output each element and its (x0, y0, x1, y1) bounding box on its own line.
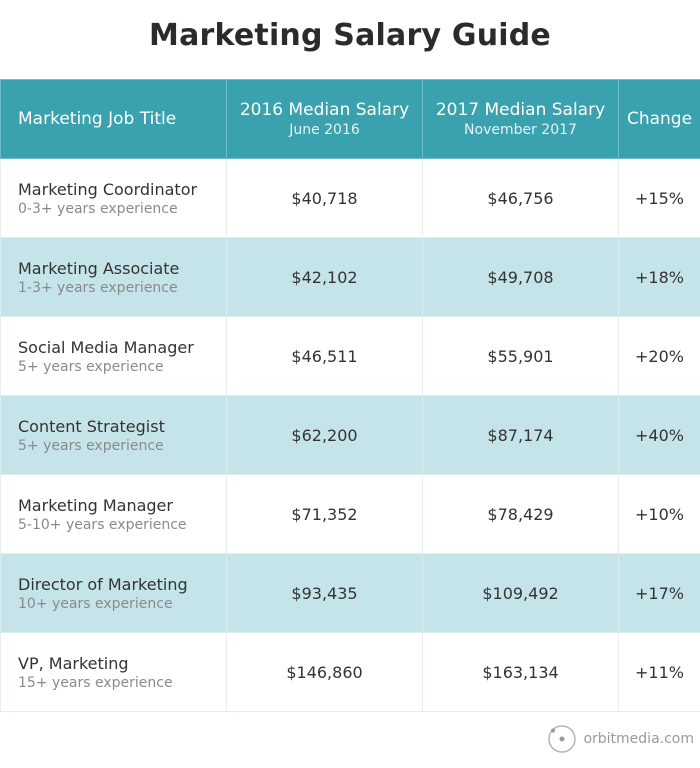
table-row: VP, Marketing 15+ years experience $146,86… (0, 632, 700, 712)
change-cell: +20% (618, 316, 700, 396)
salary-2016-cell: $146,860 (226, 632, 423, 712)
experience: 10+ years experience (18, 595, 173, 612)
page-title: Marketing Salary Guide (149, 18, 551, 53)
job-title: Social Media Manager (18, 337, 194, 357)
experience: 5+ years experience (18, 358, 164, 375)
change-cell: +15% (618, 158, 700, 238)
salary-2016-cell: $46,511 (226, 316, 423, 396)
job-title: Content Strategist (18, 416, 165, 436)
header-row: Marketing Job Title 2016 Median Salary Ju… (0, 79, 700, 159)
table-row: Social Media Manager 5+ years experience $… (0, 316, 700, 396)
job-title: Marketing Associate (18, 258, 180, 278)
header-2017: 2017 Median Salary November 2017 (422, 79, 619, 159)
salary-2017-cell: $49,708 (422, 237, 619, 317)
header-job-title: Marketing Job Title (0, 79, 227, 159)
salary-2016-cell: $42,102 (226, 237, 423, 317)
job-title: Marketing Coordinator (18, 179, 198, 199)
change-cell: +10% (618, 474, 700, 554)
salary-2017-cell: $46,756 (422, 158, 619, 238)
header-2016: 2016 Median Salary June 2016 (226, 79, 423, 159)
experience: 1-3+ years experience (18, 279, 178, 296)
experience: 5+ years experience (18, 437, 164, 454)
change-cell: +40% (618, 395, 700, 475)
job-cell: VP, Marketing 15+ years experience (0, 632, 227, 712)
table-row: Marketing Manager 5-10+ years experience $… (0, 474, 700, 554)
salary-2016-cell: $71,352 (226, 474, 423, 554)
salary-2017-cell: $109,492 (422, 553, 619, 633)
change-cell: +18% (618, 237, 700, 317)
job-title: Director of Marketing (18, 574, 188, 594)
salary-2017-cell: $55,901 (422, 316, 619, 396)
job-cell: Director of Marketing 10+ years experienc… (0, 553, 227, 633)
job-cell: Marketing Coordinator 0-3+ years experien… (0, 158, 227, 238)
table-row: Marketing Coordinator 0-3+ years experien… (0, 158, 700, 238)
experience: 0-3+ years experience (18, 200, 178, 217)
orbitmedia-logo: orbitmedia.com (547, 724, 694, 754)
salary-2017-cell: $87,174 (422, 395, 619, 475)
table-row: Marketing Associate 1-3+ years experience… (0, 237, 700, 317)
orbit-icon (548, 725, 577, 753)
salary-2017-cell: $78,429 (422, 474, 619, 554)
table-row: Director of Marketing 10+ years experienc… (0, 553, 700, 633)
experience: 15+ years experience (18, 674, 173, 691)
change-cell: +17% (618, 553, 700, 633)
job-cell: Marketing Manager 5-10+ years experience (0, 474, 227, 554)
job-title: Marketing Manager (18, 495, 173, 515)
change-cell: +11% (618, 632, 700, 712)
job-cell: Social Media Manager 5+ years experience (0, 316, 227, 396)
header-change: Change (618, 79, 700, 159)
salary-2016-cell: $40,718 (226, 158, 423, 238)
job-cell: Marketing Associate 1-3+ years experience (0, 237, 227, 317)
salary-2016-cell: $93,435 (226, 553, 423, 633)
job-cell: Content Strategist 5+ years experience (0, 395, 227, 475)
job-title: VP, Marketing (18, 653, 129, 673)
table-row: Content Strategist 5+ years experience $62… (0, 395, 700, 475)
salary-table: Marketing Job Title 2016 Median Salary Ju… (0, 79, 700, 712)
logo-text: orbitmedia.com (583, 731, 694, 747)
salary-2017-cell: $163,134 (422, 632, 619, 712)
experience: 5-10+ years experience (18, 516, 187, 533)
salary-2016-cell: $62,200 (226, 395, 423, 475)
